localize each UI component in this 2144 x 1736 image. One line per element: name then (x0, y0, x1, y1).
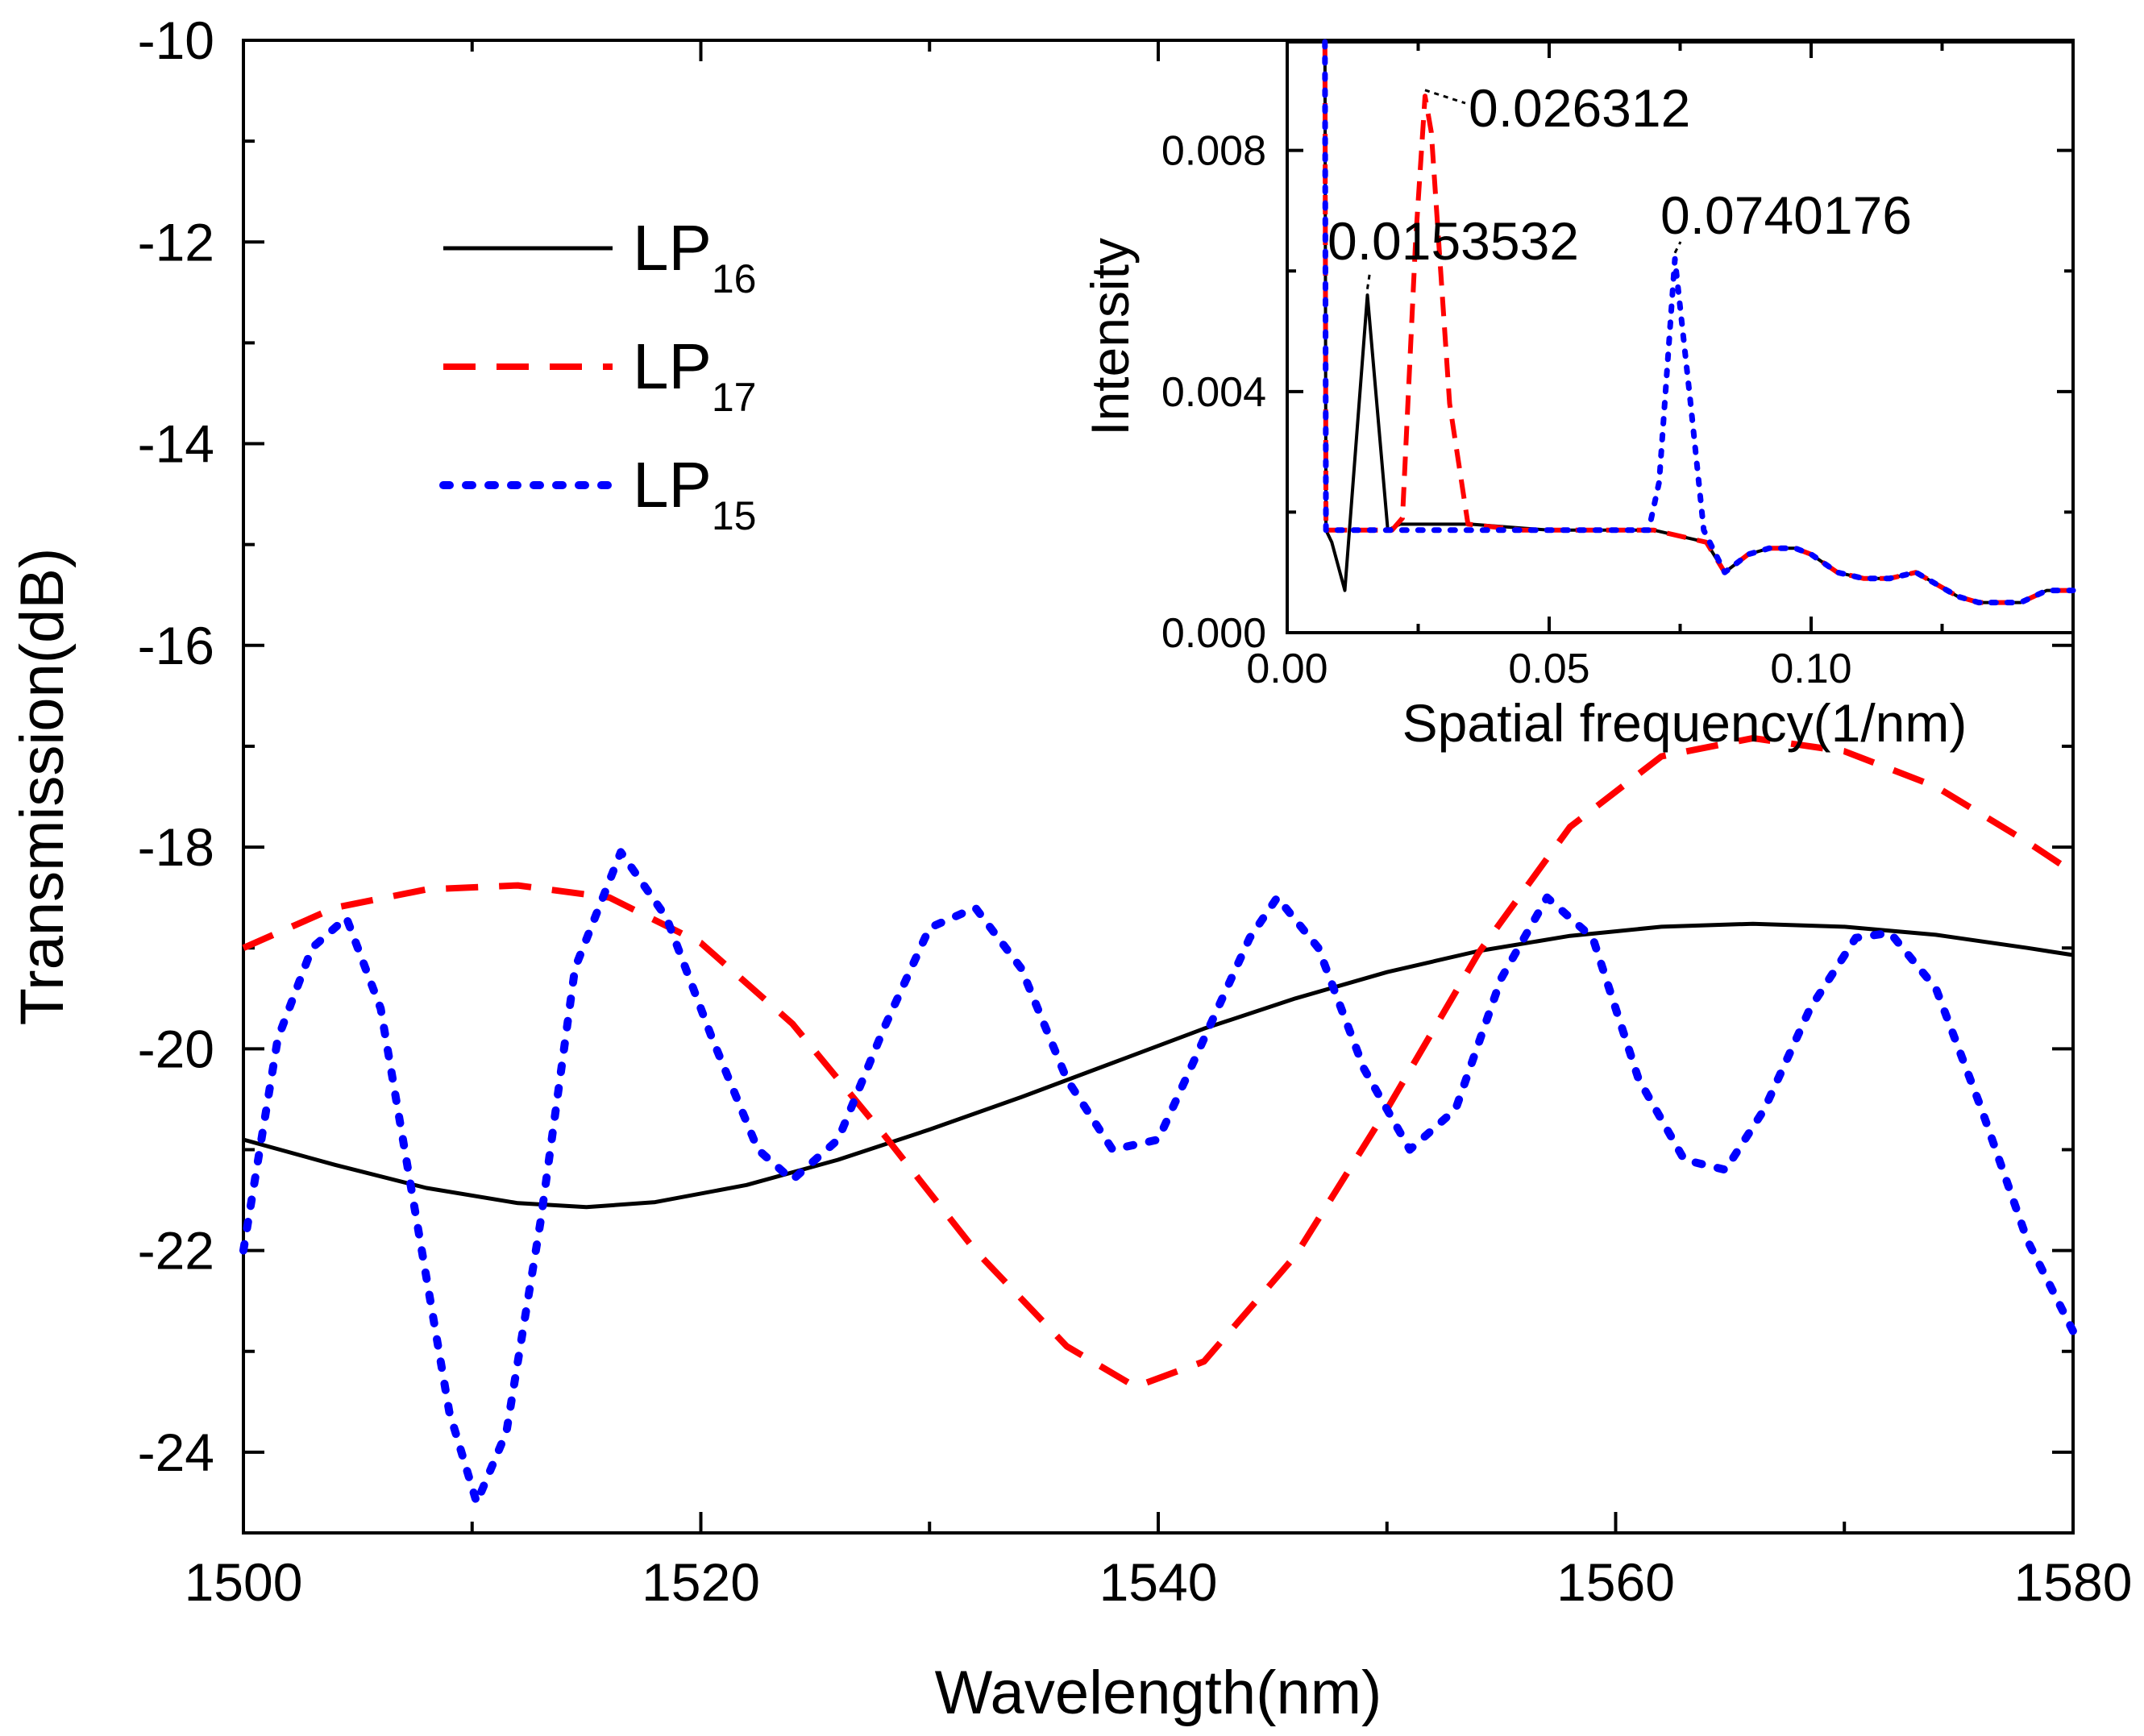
main-y-tick-label-20: -20 (138, 1019, 214, 1078)
main-x-tick-label-1500: 1500 (185, 1552, 303, 1612)
inset-y-axis-title: Intensity (1080, 238, 1140, 436)
inset-plot: 0.00 0.05 0.10 0.000 0.004 0.008 0.0153532 0.… (1080, 39, 2076, 753)
main-ticks: 1500 1520 1540 1560 1580 -24 -22 -20 -18 -16 -14 -1… (138, 10, 2133, 1612)
main-y-tick-label-14: -14 (138, 414, 214, 474)
legend-label-lp17-sub: 17 (712, 375, 757, 420)
legend-label-lp16: LP16 (633, 212, 756, 301)
inset-y-tick-label-0-004: 0.004 (1161, 369, 1266, 416)
main-y-tick-label-24: -24 (138, 1422, 214, 1482)
legend-label-lp15-base: LP (633, 449, 712, 521)
annotation-0153532: 0.0153532 (1328, 211, 1579, 271)
annotation-026312: 0.026312 (1469, 78, 1690, 138)
inset-y-tick-label-0-008: 0.008 (1161, 128, 1266, 175)
main-series-lp15 (239, 848, 2077, 1507)
main-y-tick-label-16: -16 (138, 616, 214, 675)
main-x-tick-label-1540: 1540 (1099, 1552, 1218, 1612)
inset-series (1322, 39, 2076, 606)
inset-y-tick-label-0-000: 0.000 (1161, 610, 1266, 657)
main-series-lp17 (242, 734, 2075, 1390)
annotation-leader-026312 (1424, 89, 1466, 105)
legend-label-lp17-base: LP (633, 330, 712, 402)
main-y-axis-title: Transmission(dB) (8, 548, 77, 1026)
legend-label-lp15: LP15 (633, 449, 756, 538)
main-y-tick-label-22: -22 (138, 1221, 214, 1281)
annotation-leader-0740176 (1673, 241, 1682, 254)
legend-label-lp16-base: LP (633, 212, 712, 284)
legend: LP16 LP17 LP15 (439, 212, 756, 538)
main-y-tick-label-12: -12 (138, 212, 214, 272)
inset-x-tick-label-0-00: 0.00 (1246, 646, 1328, 692)
annotation-leader-0153532 (1365, 269, 1372, 289)
main-x-axis-title: Wavelength(nm) (935, 1659, 1382, 1727)
inset-x-axis-title: Spatial frequency(1/nm) (1402, 693, 1967, 753)
legend-label-lp16-sub: 16 (712, 256, 757, 301)
legend-label-lp15-sub: 15 (712, 493, 757, 538)
main-x-tick-label-1560: 1560 (1556, 1552, 1675, 1612)
main-x-tick-label-1520: 1520 (642, 1552, 760, 1612)
inset-series-lp15 (1322, 39, 2076, 606)
main-y-tick-label-10: -10 (138, 10, 214, 70)
main-y-tick-label-18: -18 (138, 817, 214, 877)
inset-ticks: 0.00 0.05 0.10 0.000 0.004 0.008 (1161, 42, 2073, 692)
annotation-0740176: 0.0740176 (1660, 185, 1912, 245)
legend-label-lp17: LP17 (633, 330, 756, 420)
inset-x-tick-label-0-10: 0.10 (1770, 646, 1851, 692)
inset-annotations: 0.0153532 0.026312 0.0740176 (1328, 78, 1912, 289)
main-series (239, 734, 2077, 1507)
main-series-lp16 (243, 921, 2074, 1210)
main-x-tick-label-1580: 1580 (2014, 1552, 2133, 1612)
inset-x-tick-label-0-05: 0.05 (1508, 646, 1589, 692)
